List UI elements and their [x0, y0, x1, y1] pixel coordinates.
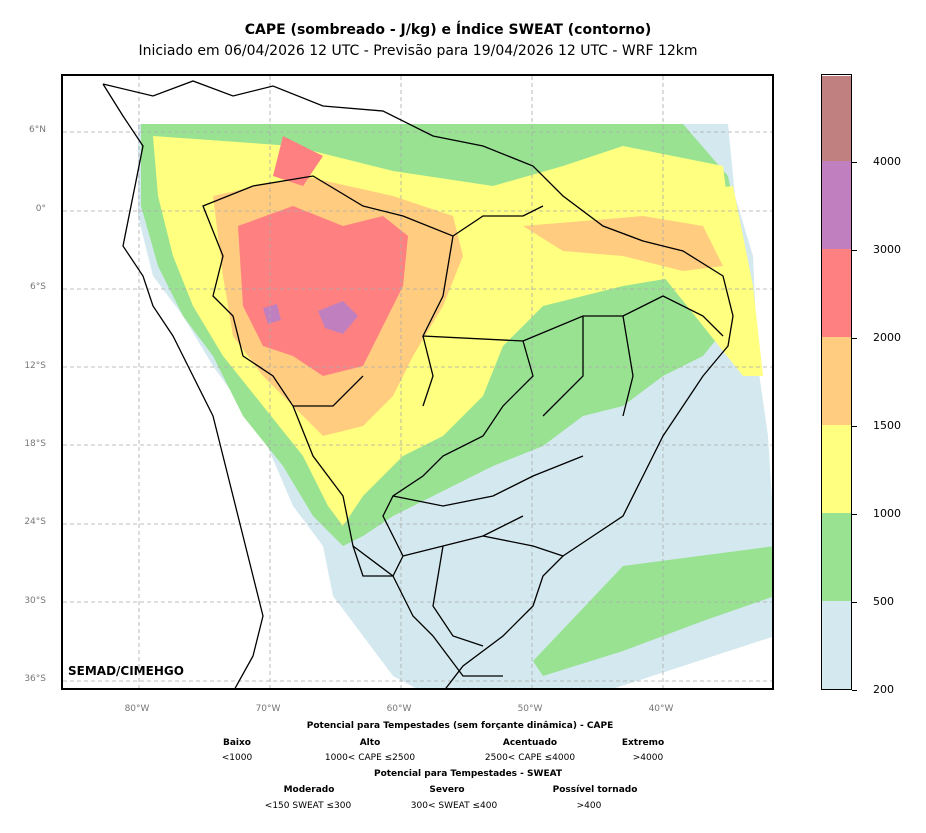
sweat-legend-title: Potencial para Tempestades - SWEAT [373, 769, 563, 779]
colorbar-label-500: 500 [873, 595, 894, 608]
colorbar-tick [852, 514, 857, 515]
cape-shading [138, 124, 772, 688]
cape-level-name: Extremo [621, 738, 665, 748]
cape-area-3000 [318, 301, 358, 334]
watermark: SEMAD/CIMEHGO [68, 664, 184, 678]
sweat-level-name: Moderado [283, 785, 335, 795]
colorbar-seg-3000 [822, 161, 851, 249]
cape-legend-title: Potencial para Tempestades (sem forçante… [306, 721, 614, 731]
colorbar-seg-1500 [822, 337, 851, 425]
map-subtitle: Iniciado em 06/04/2026 12 UTC - Previsão… [138, 43, 698, 59]
lon-label-70w: 70°W [255, 704, 281, 714]
lat-label-30s: 30°S [24, 596, 46, 606]
south-america-coast [102, 80, 734, 688]
cape-level-range: 2500< CAPE ≤4000 [484, 753, 576, 763]
cape-area-2000-b [273, 136, 323, 186]
colorbar-label-200: 200 [873, 683, 894, 696]
map-canvas [63, 76, 772, 688]
cape-area-1500-b [523, 216, 723, 271]
lat-label-6s: 6°S [30, 282, 46, 292]
map-panel [61, 74, 774, 690]
cape-level-range: <1000 [221, 753, 253, 763]
lon-label-40w: 40°W [648, 704, 674, 714]
colorbar-label-2000: 2000 [873, 331, 901, 344]
colorbar-seg-2000 [822, 249, 851, 337]
cape-level-name: Alto [359, 738, 381, 748]
sweat-level-name: Possível tornado [552, 785, 638, 795]
lat-label-24s: 24°S [24, 517, 46, 527]
colorbar-tick [852, 338, 857, 339]
colorbar-tick [852, 250, 857, 251]
graticule [63, 76, 772, 688]
cape-area-500-south [533, 546, 772, 676]
colorbar-tick [852, 162, 857, 163]
colorbar-tick [852, 426, 857, 427]
state-lines-north [293, 205, 724, 417]
colorbar-label-1000: 1000 [873, 507, 901, 520]
lon-label-50w: 50°W [517, 704, 543, 714]
cape-level-name: Acentuado [502, 738, 558, 748]
sweat-level-range: 300< SWEAT ≤400 [410, 801, 498, 811]
colorbar-seg-200 [822, 601, 851, 689]
sweat-level-range: <150 SWEAT ≤300 [264, 801, 352, 811]
lat-label-12s: 12°S [24, 361, 46, 371]
borders [102, 80, 734, 688]
cape-area-3000-b [263, 304, 281, 324]
cape-level-range: >4000 [632, 753, 664, 763]
colorbar [821, 74, 852, 690]
cape-area-2000 [238, 206, 408, 376]
colorbar-tick [852, 690, 857, 691]
lon-label-60w: 60°W [386, 704, 412, 714]
colorbar-label-4000: 4000 [873, 155, 901, 168]
lat-label-6n: 6°N [29, 125, 46, 135]
map-title: CAPE (sombreado - J/kg) e Índice SWEAT (… [244, 22, 652, 38]
sweat-level-name: Severo [429, 785, 465, 795]
colorbar-label-1500: 1500 [873, 419, 901, 432]
state-lines-south [392, 455, 584, 647]
lat-label-36s: 36°S [24, 674, 46, 684]
cape-level-range: 1000< CAPE ≤2500 [324, 753, 416, 763]
colorbar-label-3000: 3000 [873, 243, 901, 256]
cape-level-name: Baixo [222, 738, 251, 748]
lat-label-0: 0° [35, 204, 46, 214]
paraguay-uruguay [352, 545, 503, 677]
colorbar-seg-1000 [822, 425, 851, 513]
sweat-level-range: >400 [576, 801, 602, 811]
colorbar-tick [852, 602, 857, 603]
colorbar-seg-500 [822, 513, 851, 601]
lat-label-18s: 18°S [24, 439, 46, 449]
lon-label-80w: 80°W [124, 704, 150, 714]
colorbar-seg-4000 [822, 76, 851, 161]
